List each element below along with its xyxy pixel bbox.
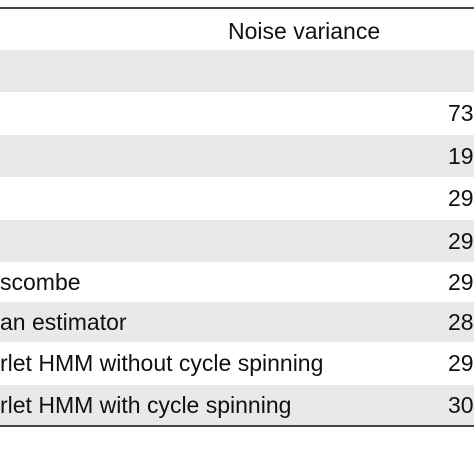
subheader-row [0, 50, 474, 92]
table-row: 29 [0, 177, 474, 220]
top-rule [0, 7, 474, 9]
row-value: 73 [448, 100, 474, 126]
bottom-rule [0, 425, 474, 427]
row-label: scombe [0, 269, 81, 295]
table-row: 73 [0, 92, 474, 135]
row-value: 29 [448, 185, 474, 211]
row-value: 29 [448, 228, 474, 254]
table-row: rlet HMM without cycle spinning 29 [0, 342, 474, 385]
column-header: Noise variance [228, 18, 381, 44]
row-value: 19 [448, 143, 474, 169]
table-row: 19 [0, 135, 474, 177]
table-row: scombe 29 [0, 262, 474, 302]
row-value: 28 [448, 309, 474, 335]
table-row: 29 [0, 220, 474, 262]
row-label: an estimator [0, 309, 127, 335]
row-label: rlet HMM without cycle spinning [0, 350, 324, 376]
table-row: an estimator 28 [0, 302, 474, 342]
row-value: 30 [448, 392, 474, 418]
table-row: rlet HMM with cycle spinning 30 [0, 385, 474, 425]
row-value: 29 [448, 269, 474, 295]
row-label: rlet HMM with cycle spinning [0, 392, 292, 418]
row-value: 29 [448, 350, 474, 376]
